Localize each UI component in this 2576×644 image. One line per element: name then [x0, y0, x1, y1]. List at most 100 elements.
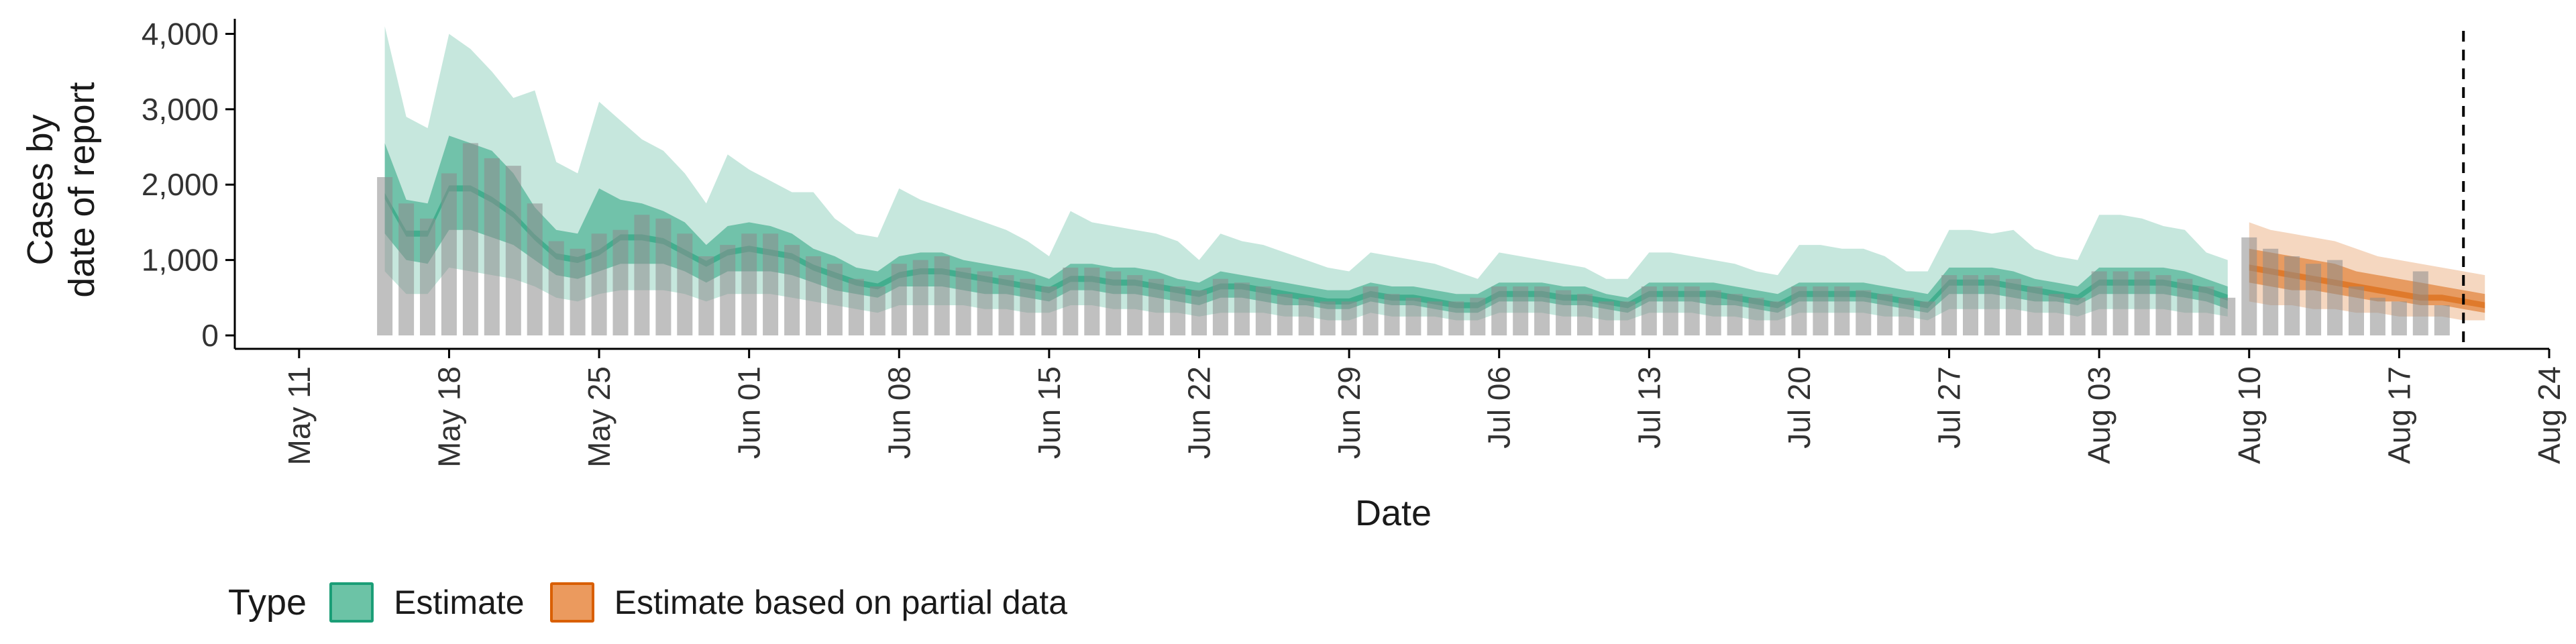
bar: [1705, 290, 1721, 335]
bar: [2198, 286, 2214, 335]
bar: [1727, 294, 1743, 335]
bar: [420, 218, 435, 335]
bar: [484, 158, 500, 335]
x-tick-label: Aug 10: [2232, 366, 2267, 464]
y-axis-title-line-1: Cases by: [20, 114, 60, 265]
bar: [2327, 260, 2343, 335]
bar: [2220, 297, 2236, 335]
bar: [527, 203, 543, 335]
bar: [1748, 297, 1764, 335]
bar: [1491, 286, 1507, 335]
bar: [2284, 256, 2300, 335]
bar: [2112, 271, 2129, 335]
bar: [1813, 286, 1829, 335]
bar: [1234, 282, 1250, 335]
x-tick-label: Jun 08: [881, 366, 916, 459]
y-tick-label: 4,000: [142, 16, 219, 51]
legend-title: Type: [228, 582, 307, 623]
bar: [1898, 297, 1915, 335]
bar: [720, 245, 736, 335]
x-tick-label: Jul 06: [1482, 366, 1517, 449]
bar: [1212, 278, 1228, 335]
bar: [1598, 301, 1614, 335]
x-tick-label: Jul 13: [1631, 366, 1666, 449]
x-tick-label: Jul 20: [1782, 366, 1817, 449]
y-tick-label: 3,000: [142, 92, 219, 127]
bar: [1427, 301, 1443, 335]
bar: [1341, 301, 1357, 335]
bar: [2155, 275, 2171, 335]
bar: [1556, 290, 1572, 335]
bar: [2048, 294, 2064, 335]
bar: [1963, 275, 1978, 335]
bar: [1084, 267, 1100, 335]
bar: [2070, 297, 2086, 335]
bar: [1362, 286, 1379, 335]
bar: [1513, 286, 1529, 335]
bar: [2005, 278, 2021, 335]
legend-label-partial: Estimate based on partial data: [614, 584, 1068, 621]
bar: [698, 256, 714, 335]
legend-item-estimate: Estimate: [329, 582, 525, 623]
bar: [806, 256, 821, 335]
x-tick-label: Jun 29: [1332, 366, 1366, 459]
y-axis-title-line-2: date of report: [62, 82, 102, 297]
bar: [1877, 294, 1893, 335]
bar: [1856, 290, 1872, 335]
estimate-median-band: [384, 185, 2228, 309]
legend-item-partial: Estimate based on partial data: [549, 582, 1068, 623]
bar: [2027, 286, 2043, 335]
bar: [741, 233, 757, 335]
bar: [1255, 286, 1271, 335]
bar: [1448, 301, 1464, 335]
legend-swatch-estimate: [329, 582, 374, 623]
bar: [1662, 286, 1678, 335]
bar: [2306, 264, 2322, 335]
bar: [1577, 294, 1593, 335]
bar: [2434, 305, 2450, 335]
bar: [612, 229, 629, 335]
bar: [1148, 278, 1165, 335]
bar: [1170, 286, 1186, 335]
bar: [634, 215, 650, 335]
bar: [955, 267, 971, 335]
bar: [1534, 286, 1550, 335]
bar: [934, 256, 950, 335]
bar: [548, 241, 564, 335]
bar: [869, 286, 885, 335]
bar: [2091, 271, 2107, 335]
bar: [1920, 301, 1936, 335]
bar: [1191, 290, 1207, 335]
bar: [784, 245, 800, 335]
bar: [1941, 275, 1957, 335]
bar: [1041, 286, 1057, 335]
x-tick-label: Jun 15: [1032, 366, 1067, 459]
bar: [570, 248, 586, 335]
bar: [2177, 278, 2193, 335]
bar: [1320, 301, 1336, 335]
y-tick-label: 0: [201, 318, 219, 353]
bar: [848, 278, 864, 335]
bar: [462, 143, 478, 335]
bar: [2241, 237, 2257, 335]
bar: [763, 233, 779, 335]
estimate-band-50: [384, 136, 2228, 313]
legend-swatch-partial: [549, 582, 594, 623]
bar: [1405, 297, 1421, 335]
bar: [2412, 271, 2428, 335]
bar: [1984, 275, 2000, 335]
x-tick-label: Aug 17: [2381, 366, 2416, 464]
bar: [1063, 267, 1079, 335]
bar: [1127, 275, 1143, 335]
bar: [891, 264, 907, 335]
bar: [1684, 286, 1700, 335]
bar: [1470, 297, 1486, 335]
bar: [1106, 271, 1122, 335]
bar: [1020, 278, 1036, 335]
x-tick-label: Jun 22: [1182, 366, 1217, 459]
bar: [441, 173, 457, 335]
y-tick-label: 1,000: [142, 243, 219, 278]
bar: [826, 264, 843, 335]
bar: [998, 275, 1014, 335]
